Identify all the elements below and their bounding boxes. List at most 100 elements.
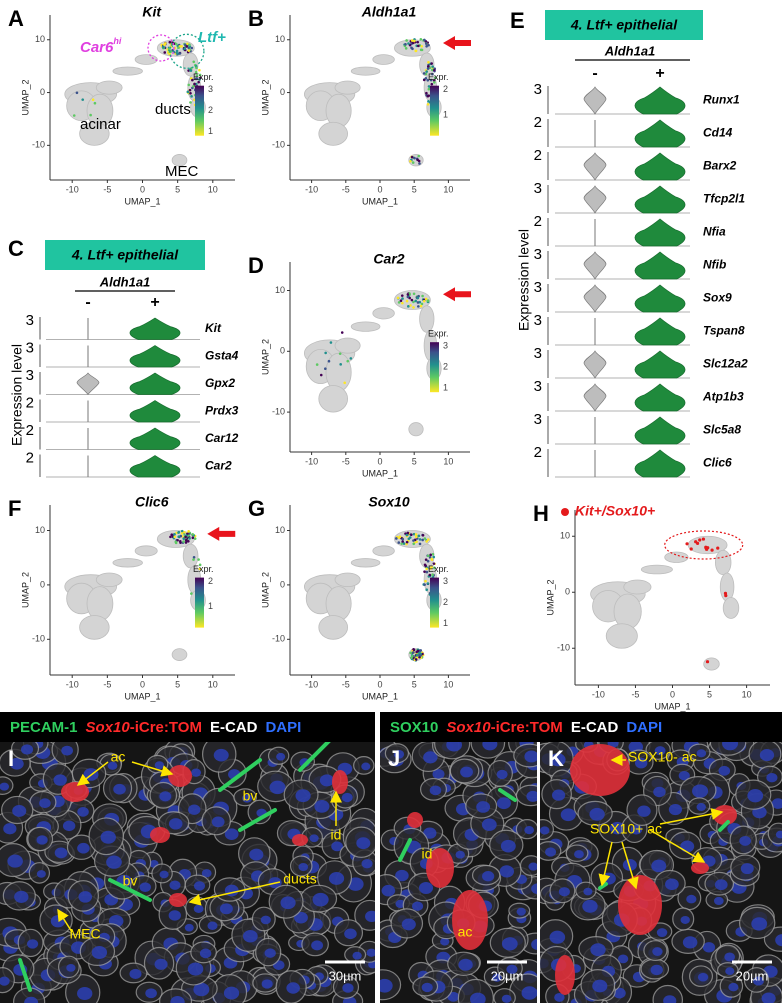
nucleus xyxy=(280,896,296,910)
cell-dot xyxy=(416,296,420,300)
cell-dot xyxy=(400,294,404,297)
nucleus xyxy=(219,903,233,915)
nucleus xyxy=(652,947,663,956)
nucleus xyxy=(139,882,151,893)
cell-cloud xyxy=(605,623,638,649)
cell-cloud xyxy=(350,66,381,76)
cell-dot xyxy=(401,537,405,541)
violin-neg xyxy=(583,86,607,115)
nucleus xyxy=(78,891,93,903)
nucleus xyxy=(697,972,709,982)
panel-label: D xyxy=(248,253,264,278)
cell-cloud xyxy=(134,54,158,65)
y-tick-label: -10 xyxy=(557,643,570,653)
scale-label: 30µm xyxy=(329,968,362,983)
cell-dot xyxy=(189,101,192,104)
nucleus xyxy=(622,859,637,871)
gene-name: Nfib xyxy=(703,258,726,272)
cell-dot xyxy=(194,70,198,74)
x-axis-label: UMAP_1 xyxy=(362,468,398,478)
nucleus xyxy=(686,894,697,904)
micrograph xyxy=(540,742,782,1003)
legend-tick: 2 xyxy=(208,105,213,115)
nucleus xyxy=(113,783,126,795)
cell-dot xyxy=(426,582,430,585)
cell-dot xyxy=(191,536,195,540)
cell-dot xyxy=(426,102,430,106)
panel-label: G xyxy=(248,496,265,521)
nucleus xyxy=(531,938,537,950)
panel-label: E xyxy=(510,8,525,33)
annotation: bv xyxy=(123,873,138,889)
group-label: Aldh1a1 xyxy=(604,43,656,58)
reporter-gene: Sox10 xyxy=(86,719,131,736)
stain2: E-CAD xyxy=(210,719,258,736)
cell-cloud xyxy=(112,66,143,76)
cell-dot xyxy=(419,38,423,41)
nucleus xyxy=(771,798,782,809)
nucleus xyxy=(528,862,537,871)
cell-dot xyxy=(175,52,179,55)
legend-gradient xyxy=(195,577,204,628)
nucleus xyxy=(702,942,716,953)
y-tick-label: -10 xyxy=(272,406,285,416)
cell-dot xyxy=(418,653,421,657)
cell-dot xyxy=(430,557,433,561)
cell-dot xyxy=(412,306,415,309)
cell-cloud xyxy=(722,597,740,619)
stain3: DAPI xyxy=(265,719,301,736)
cell-dot xyxy=(404,43,407,46)
cell-cloud xyxy=(372,307,395,320)
neg-label: - xyxy=(592,65,597,82)
cell-dot xyxy=(179,541,182,544)
nucleus xyxy=(692,784,709,798)
nucleus xyxy=(168,818,183,830)
x-tick-label: 10 xyxy=(443,456,453,466)
y-tick-label: -10 xyxy=(272,634,285,644)
cell-dot xyxy=(412,542,416,546)
ducts-label: ducts xyxy=(155,101,191,118)
cell-dot xyxy=(427,43,430,47)
nucleus xyxy=(242,794,253,803)
nucleus xyxy=(617,954,629,964)
cell-dot xyxy=(185,45,188,48)
nucleus xyxy=(312,892,329,907)
gene-name: Tspan8 xyxy=(703,324,745,338)
nucleus xyxy=(665,878,679,891)
nucleus xyxy=(590,943,606,957)
cell-dot xyxy=(429,553,432,557)
violin-neg xyxy=(583,152,607,181)
nucleus xyxy=(62,820,76,832)
cell-dot xyxy=(405,533,409,537)
cell-dot xyxy=(405,299,409,303)
nucleus xyxy=(314,799,330,813)
nucleus xyxy=(481,818,497,831)
nucleus xyxy=(501,994,512,1003)
cell-dot xyxy=(340,331,344,334)
cell-dot xyxy=(162,46,165,49)
cell-cloud xyxy=(112,558,143,568)
cell-dot xyxy=(432,555,436,559)
mec-label: MEC xyxy=(165,163,199,180)
cell-dot xyxy=(405,542,408,546)
cell-dot xyxy=(187,529,190,533)
gene-name: Prdx3 xyxy=(205,403,239,417)
y-tick-label: 10 xyxy=(275,34,285,44)
cell-dot xyxy=(407,42,410,45)
header-text: 4. Ltf+ epithelial xyxy=(570,17,678,33)
cell-membrane xyxy=(767,822,782,845)
cell-dot xyxy=(324,351,327,355)
cell-dot xyxy=(419,649,423,652)
green-signal xyxy=(18,958,32,992)
nucleus xyxy=(696,749,707,758)
y-axis-label: UMAP_2 xyxy=(260,79,270,115)
y-tick-label: 10 xyxy=(35,34,45,44)
nucleus xyxy=(66,963,76,972)
stain1: PECAM-1 xyxy=(10,719,78,736)
scale-label: 20µm xyxy=(491,968,524,983)
cell-dot xyxy=(349,357,353,360)
cell-dot xyxy=(175,531,178,535)
cell-dot xyxy=(163,51,167,54)
nucleus xyxy=(170,995,185,1003)
nucleus xyxy=(381,884,396,897)
